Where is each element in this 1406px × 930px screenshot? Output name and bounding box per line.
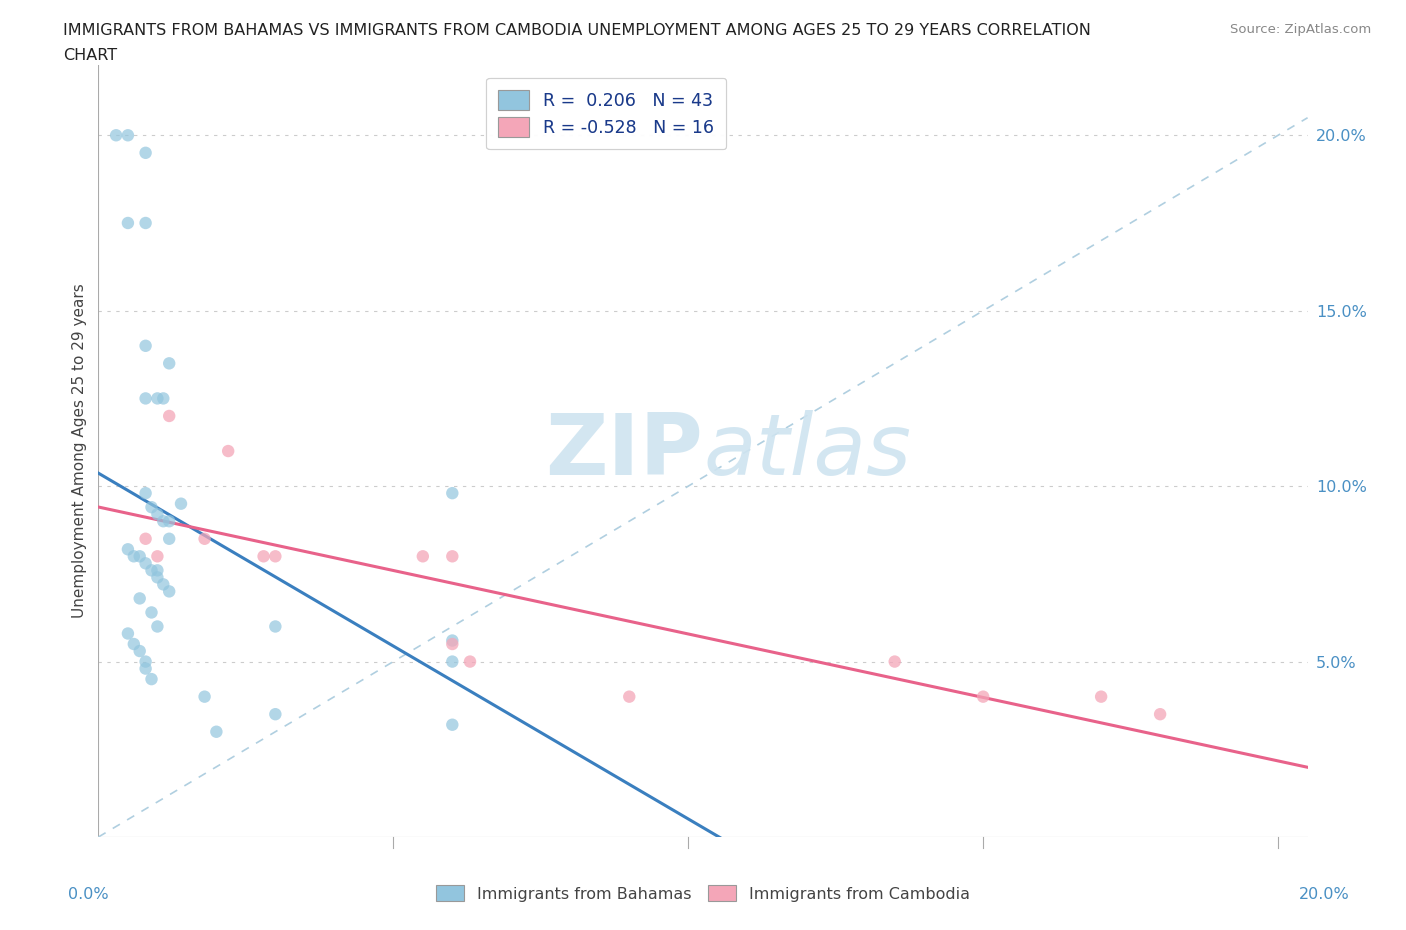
Point bbox=[264, 549, 287, 564]
Point bbox=[128, 549, 150, 564]
Point bbox=[135, 531, 157, 546]
Point bbox=[441, 654, 464, 669]
Point bbox=[135, 391, 157, 405]
Point bbox=[264, 707, 287, 722]
Point bbox=[441, 636, 464, 651]
Text: ZIP: ZIP bbox=[546, 409, 703, 493]
Point bbox=[1149, 707, 1171, 722]
Point bbox=[152, 391, 174, 405]
Point bbox=[146, 619, 169, 634]
Text: CHART: CHART bbox=[63, 48, 117, 63]
Point bbox=[217, 444, 239, 458]
Point bbox=[141, 499, 163, 514]
Point bbox=[117, 542, 139, 557]
Point bbox=[1090, 689, 1112, 704]
Point bbox=[135, 216, 157, 231]
Point bbox=[117, 127, 139, 142]
Point bbox=[152, 577, 174, 591]
Point bbox=[252, 549, 274, 564]
Point bbox=[157, 408, 180, 423]
Legend: Immigrants from Bahamas, Immigrants from Cambodia: Immigrants from Bahamas, Immigrants from… bbox=[429, 879, 977, 908]
Legend: R =  0.206   N = 43, R = -0.528   N = 16: R = 0.206 N = 43, R = -0.528 N = 16 bbox=[486, 77, 727, 149]
Point bbox=[141, 671, 163, 686]
Point bbox=[441, 633, 464, 648]
Point bbox=[128, 644, 150, 658]
Point bbox=[441, 485, 464, 500]
Point bbox=[146, 570, 169, 585]
Text: IMMIGRANTS FROM BAHAMAS VS IMMIGRANTS FROM CAMBODIA UNEMPLOYMENT AMONG AGES 25 T: IMMIGRANTS FROM BAHAMAS VS IMMIGRANTS FR… bbox=[63, 23, 1091, 38]
Point bbox=[458, 654, 481, 669]
Point bbox=[157, 531, 180, 546]
Point bbox=[135, 485, 157, 500]
Point bbox=[117, 216, 139, 231]
Point bbox=[141, 563, 163, 578]
Point bbox=[157, 584, 180, 599]
Point bbox=[157, 356, 180, 371]
Point bbox=[117, 626, 139, 641]
Point bbox=[146, 563, 169, 578]
Point bbox=[152, 513, 174, 528]
Point bbox=[441, 549, 464, 564]
Point bbox=[170, 497, 193, 512]
Point bbox=[135, 556, 157, 571]
Point bbox=[157, 513, 180, 528]
Point bbox=[146, 391, 169, 405]
Text: 20.0%: 20.0% bbox=[1299, 887, 1350, 902]
Point bbox=[205, 724, 228, 739]
Point bbox=[122, 636, 145, 651]
Point bbox=[135, 654, 157, 669]
Point bbox=[146, 507, 169, 522]
Point bbox=[619, 689, 641, 704]
Point bbox=[412, 549, 434, 564]
Point bbox=[146, 549, 169, 564]
Point bbox=[135, 145, 157, 160]
Point bbox=[122, 549, 145, 564]
Text: atlas: atlas bbox=[703, 409, 911, 493]
Text: 0.0%: 0.0% bbox=[69, 887, 108, 902]
Point bbox=[441, 717, 464, 732]
Point bbox=[194, 689, 217, 704]
Point bbox=[141, 605, 163, 620]
Y-axis label: Unemployment Among Ages 25 to 29 years: Unemployment Among Ages 25 to 29 years bbox=[72, 284, 87, 618]
Point bbox=[135, 339, 157, 353]
Point bbox=[105, 127, 128, 142]
Point bbox=[264, 619, 287, 634]
Point bbox=[194, 531, 217, 546]
Point bbox=[128, 591, 150, 605]
Point bbox=[883, 654, 905, 669]
Point bbox=[972, 689, 994, 704]
Point bbox=[135, 661, 157, 676]
Text: Source: ZipAtlas.com: Source: ZipAtlas.com bbox=[1230, 23, 1371, 36]
